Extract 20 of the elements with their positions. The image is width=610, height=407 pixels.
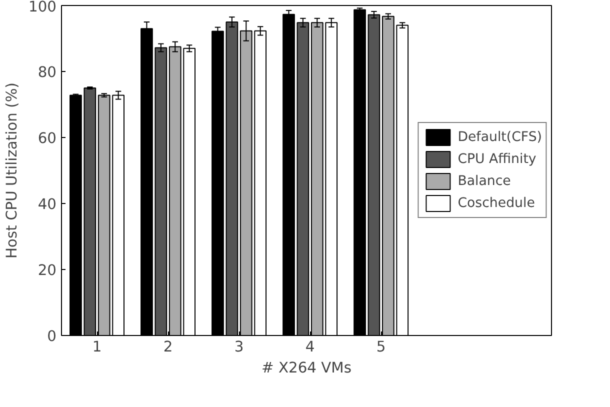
legend-label: CPU Affinity <box>458 152 536 166</box>
x-axis-title: # X264 VMs <box>262 360 352 376</box>
y-axis-title: Host CPU Utilization (%) <box>4 82 21 258</box>
bar <box>282 14 295 336</box>
bar <box>212 30 224 336</box>
y-tick-label: 0 <box>47 328 57 345</box>
bar <box>354 9 366 336</box>
x-tick-label: 3 <box>234 338 244 356</box>
y-tick-label: 60 <box>38 130 57 147</box>
x-tick-label: 1 <box>92 338 102 356</box>
legend-label: Coschedule <box>458 196 535 210</box>
y-tick-label: 80 <box>38 64 57 81</box>
y-tick-label: 20 <box>38 262 57 279</box>
y-tick-label: 100 <box>28 0 57 16</box>
x-tick-label: 2 <box>163 338 173 356</box>
legend-label: Default(CFS) <box>458 130 542 144</box>
legend-label: Balance <box>458 174 511 188</box>
y-tick-label: 40 <box>38 196 57 213</box>
x-tick-label: 5 <box>376 338 386 356</box>
x-tick-label: 4 <box>305 338 315 356</box>
